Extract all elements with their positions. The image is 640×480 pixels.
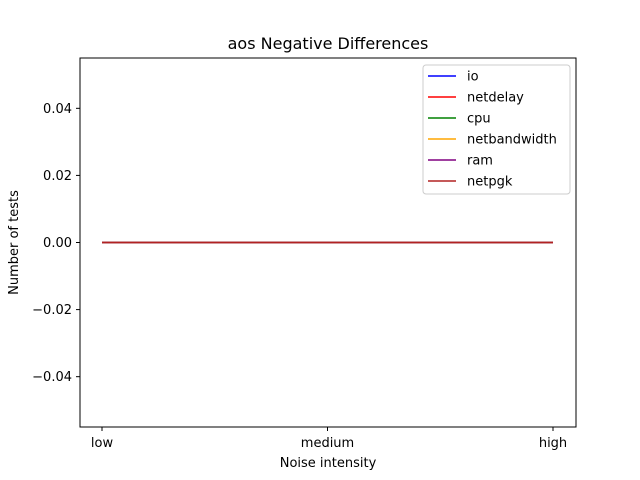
ticks-layer: low medium high −0.04 −0.02 0.00 0.02 0.04 bbox=[32, 102, 567, 451]
y-tick-label: −0.02 bbox=[32, 303, 72, 318]
x-tick-label: low bbox=[91, 436, 114, 451]
y-tick-label: 0.04 bbox=[43, 102, 72, 117]
legend-label-io: io bbox=[467, 70, 479, 85]
y-tick-label: −0.04 bbox=[32, 370, 72, 385]
y-tick-label: 0.02 bbox=[43, 169, 72, 184]
x-tick-label: high bbox=[539, 436, 567, 451]
legend-box bbox=[422, 64, 571, 195]
x-tick-label: medium bbox=[301, 436, 354, 451]
legend-label-netbandwidth: netbandwidth bbox=[467, 133, 557, 148]
legend-label-ram: ram bbox=[467, 154, 493, 169]
y-axis-label: Number of tests bbox=[7, 190, 22, 295]
legend: io netdelay cpu netbandwidth ram netpgk bbox=[422, 64, 571, 195]
legend-label-netpgk: netpgk bbox=[467, 175, 513, 190]
y-tick-label: 0.00 bbox=[43, 236, 72, 251]
legend-label-netdelay: netdelay bbox=[467, 91, 524, 106]
legend-label-cpu: cpu bbox=[467, 112, 491, 127]
x-axis-label: Noise intensity bbox=[280, 456, 377, 471]
chart-title: aos Negative Differences bbox=[228, 34, 429, 53]
